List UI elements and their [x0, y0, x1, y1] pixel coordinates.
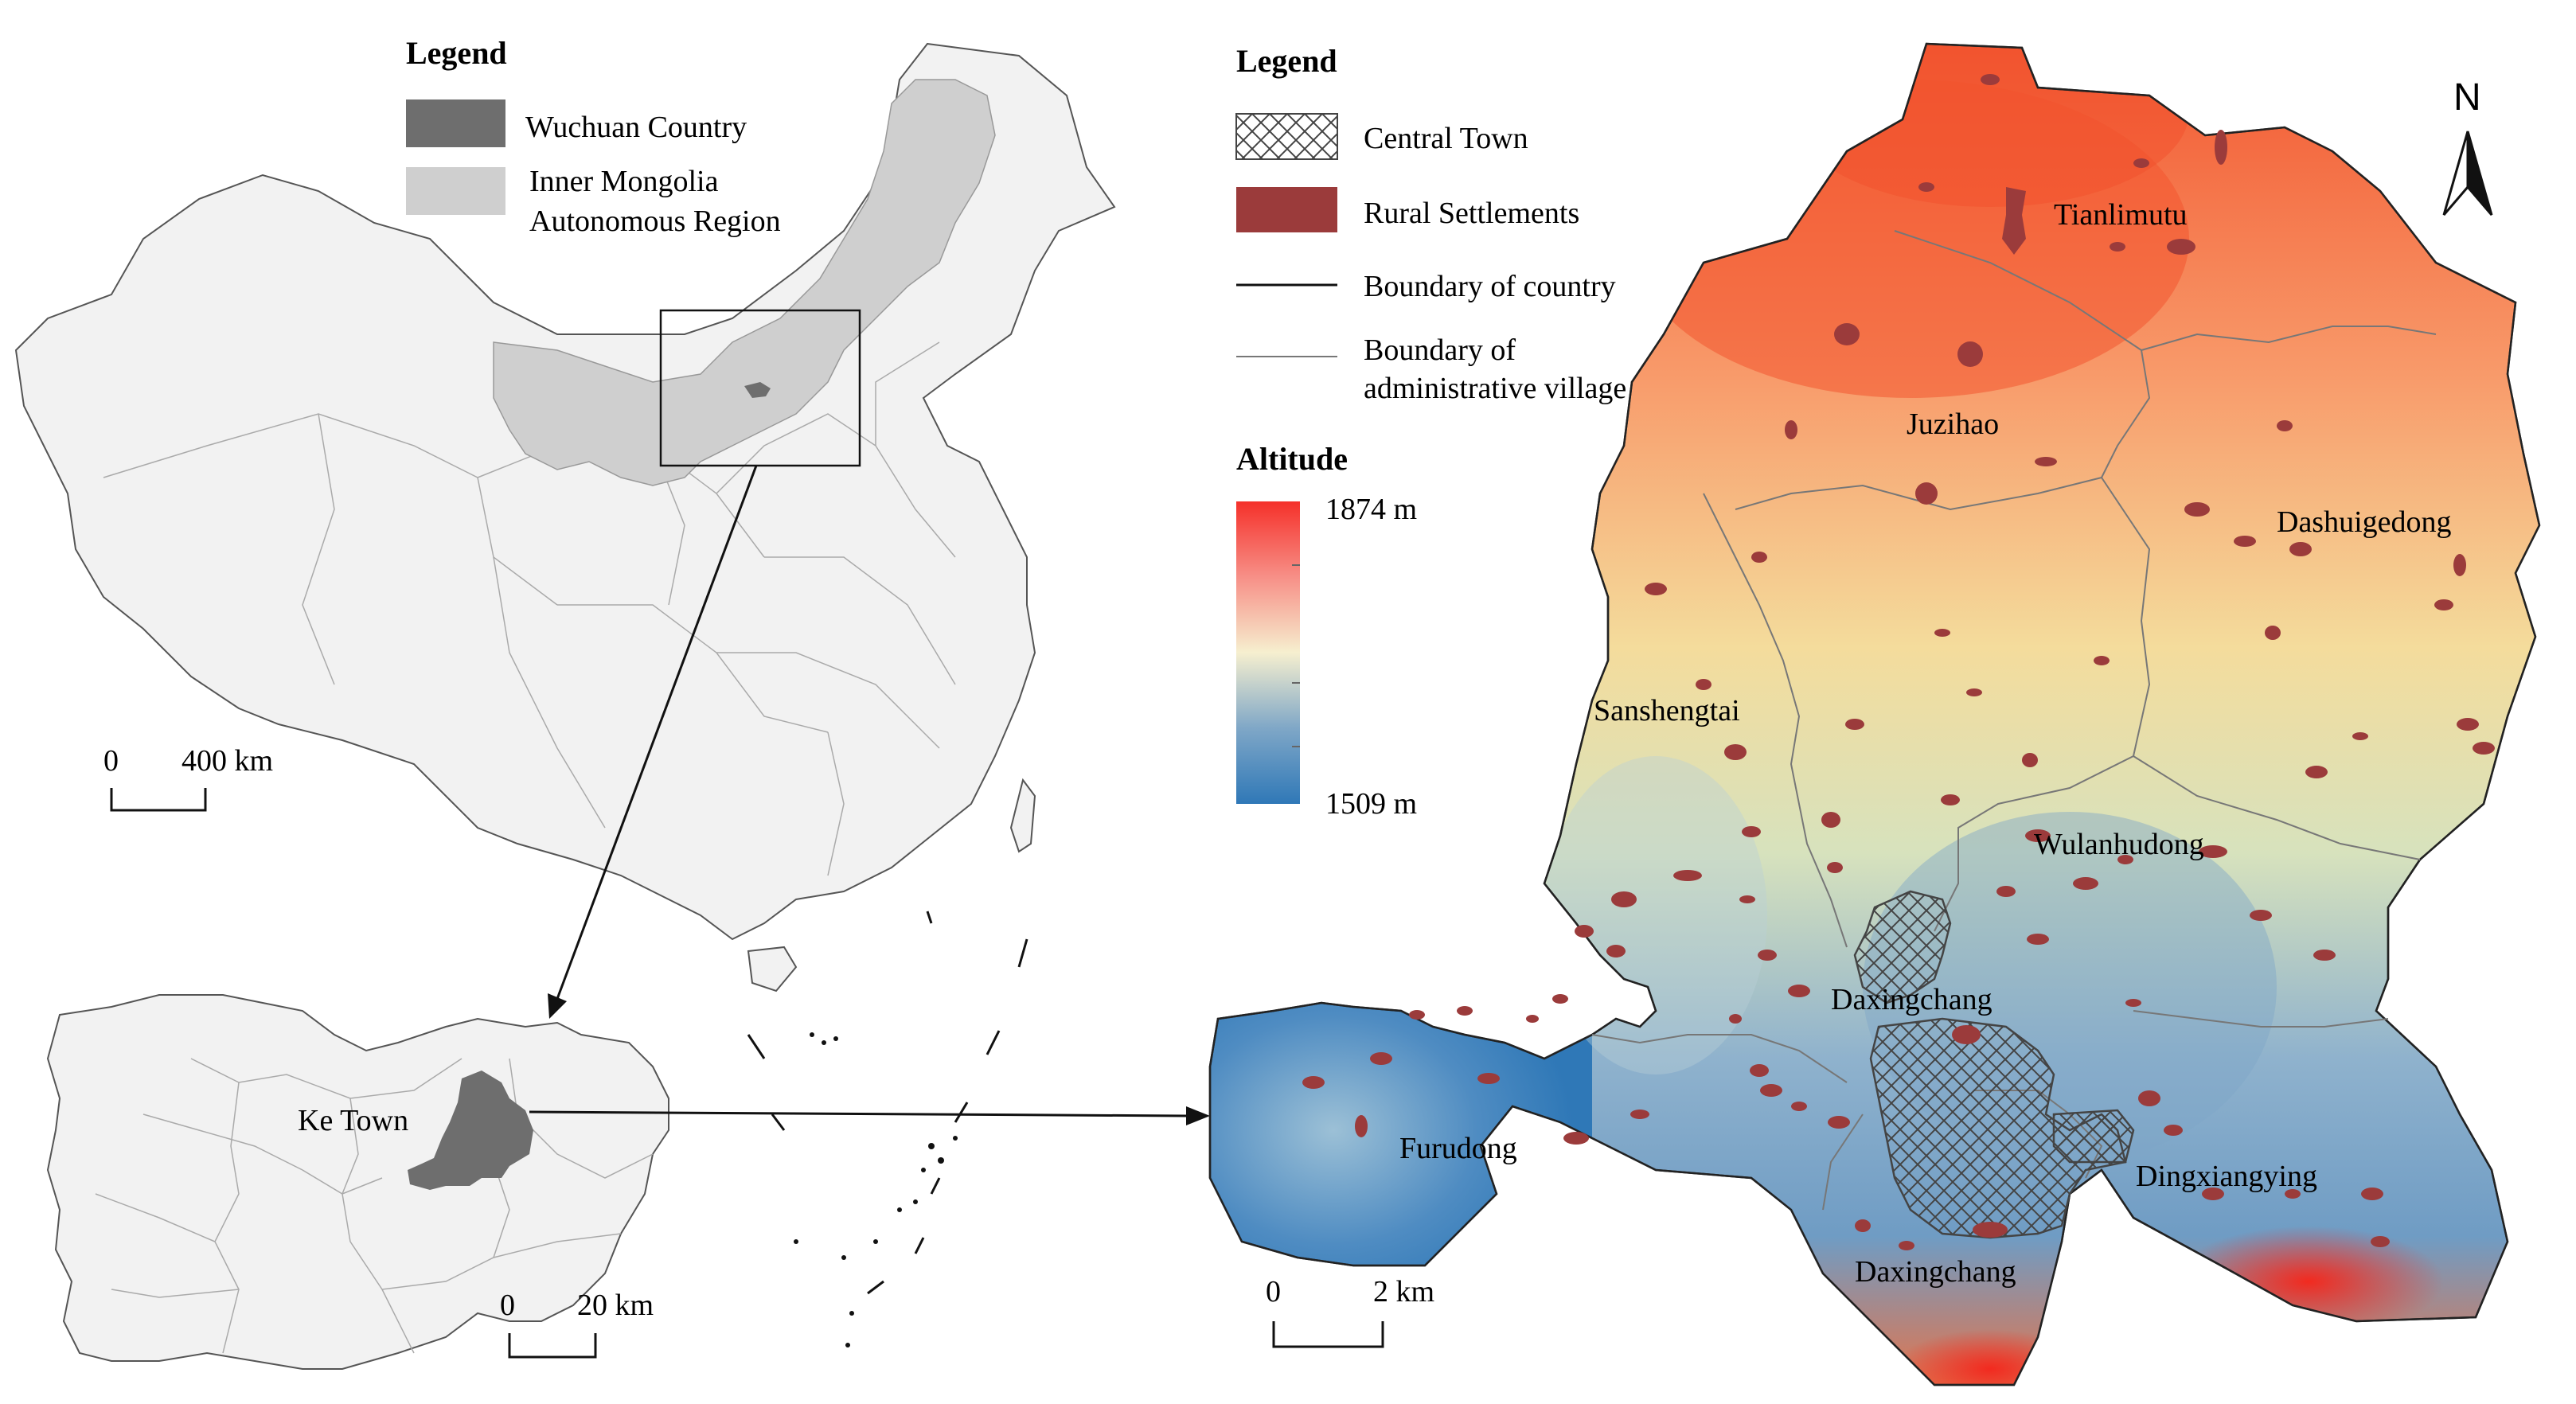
ke-town-area: [408, 1071, 533, 1190]
inner-mongolia-legend-label-2: Autonomous Region: [529, 205, 781, 238]
south-sea-islands: [794, 1032, 958, 1347]
altitude-title: Altitude: [1236, 441, 1348, 477]
altitude-color-ramp: [1236, 501, 1300, 804]
main-scale-max: 2 km: [1373, 1275, 1434, 1308]
north-arrow-icon: N: [2442, 76, 2493, 216]
label-dashuigedong: Dashuigedong: [2277, 505, 2452, 539]
south-sea-dashes: [747, 911, 1028, 1295]
rural-settlements: [1302, 74, 2495, 1250]
wuchuan-county: [744, 382, 771, 398]
village-boundary-legend-label-1: Boundary of: [1364, 333, 1516, 367]
taiwan-island: [1009, 778, 1036, 853]
main-scale-bar: 0 2 km: [1266, 1275, 1434, 1348]
altitude-min-label: 1509 m: [1325, 787, 1417, 821]
ke-town-boundary: [1208, 42, 2541, 1386]
china-scale-max: 400 km: [181, 744, 273, 778]
ke-town-label: Ke Town: [298, 1104, 408, 1137]
rural-settlement-legend-label: Rural Settlements: [1364, 197, 1579, 230]
rural-settlement-swatch: [1236, 187, 1337, 232]
label-daxingchang-south: Daxingchang: [1855, 1255, 2016, 1289]
central-town-north: [1853, 890, 1952, 1004]
label-juzihao: Juzihao: [1907, 408, 1999, 441]
central-town-areas: [1853, 890, 2135, 1239]
village-boundary-legend-label-2: administrative village: [1364, 372, 1626, 405]
country-boundary-legend-label: Boundary of country: [1364, 270, 1616, 303]
china-scale-zero: 0: [103, 744, 119, 778]
wuchuan-legend-label: Wuchuan Country: [525, 111, 747, 144]
north-label: N: [2453, 76, 2481, 119]
china-legend: Legend Wuchuan Country Inner Mongolia Au…: [406, 35, 781, 238]
county-outline: [46, 994, 669, 1370]
altitude-max-label: 1874 m: [1325, 493, 1417, 526]
wuchuan-swatch: [406, 99, 505, 147]
county-scale-bar: 0 20 km: [500, 1289, 654, 1359]
county-scale-zero: 0: [500, 1289, 515, 1322]
central-town-legend-label: Central Town: [1364, 122, 1528, 155]
wuchuan-locator-box: [659, 309, 861, 467]
label-daxingchang-north: Daxingchang: [1831, 983, 1992, 1016]
wuchuan-county-map: Ke Town: [46, 994, 669, 1370]
china-legend-title: Legend: [406, 35, 507, 71]
locator-arrow-1: [548, 465, 758, 1019]
label-sanshengtai: Sanshengtai: [1594, 694, 1740, 727]
central-town-south: [1869, 1017, 2127, 1239]
china-scale-bar: 0 400 km: [103, 744, 273, 812]
inner-mongolia-legend-label-1: Inner Mongolia: [529, 165, 719, 198]
label-wulanhudong: Wulanhudong: [2034, 828, 2204, 861]
label-dingxiangying: Dingxiangying: [2136, 1160, 2317, 1193]
central-town-east: [2052, 1109, 2135, 1164]
hainan-island: [747, 946, 798, 993]
inner-mongolia-swatch: [406, 167, 505, 215]
label-tianlimutu: Tianlimutu: [2054, 198, 2188, 232]
label-furudong: Furudong: [1399, 1132, 1517, 1165]
village-labels: Tianlimutu Juzihao Dashuigedong Sansheng…: [1399, 198, 2452, 1289]
locator-arrow-2: [529, 1106, 1210, 1125]
central-town-swatch: [1235, 113, 1338, 160]
inner-mongolia-region: [493, 79, 996, 486]
main-legend-title: Legend: [1236, 43, 1337, 79]
main-legend: Legend Central Town Rural Settlements Bo…: [1235, 43, 1626, 821]
main-scale-zero: 0: [1266, 1275, 1281, 1308]
china-overview-map: [14, 42, 1116, 1347]
county-scale-max: 20 km: [577, 1289, 654, 1322]
